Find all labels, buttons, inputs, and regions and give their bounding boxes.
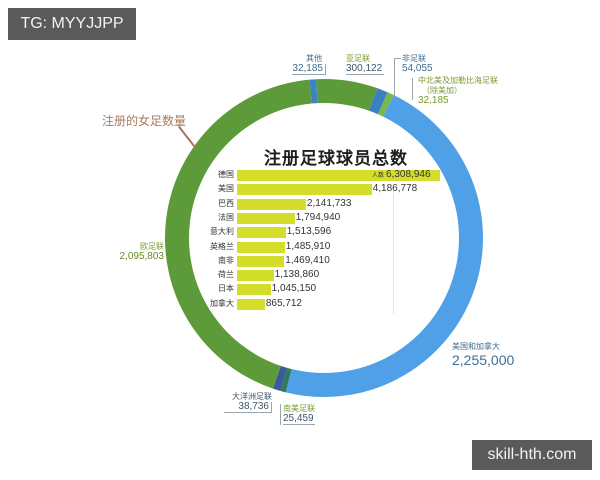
label-asia-value: 300,122 (346, 63, 385, 75)
bar-country-label: 德国 (218, 170, 234, 179)
ring-segment-south-america (280, 367, 292, 393)
bar-country-label: 荷兰 (218, 270, 234, 280)
ring-segment-africa (369, 88, 388, 115)
bar-country-label: 巴西 (218, 198, 234, 208)
label-concacaf: 中北美及加勒比海足联 （除美加） 32,185 (418, 76, 498, 106)
label-concacaf-value: 32,185 (418, 95, 449, 106)
label-europe: 欧足联 2,095,803 (104, 242, 165, 262)
bar-value-text: 1,138,860 (274, 269, 320, 281)
label-asia: 亚足联 300,122 (346, 54, 385, 75)
label-concacaf-name-2: （除美加） (422, 86, 462, 95)
bar (237, 170, 440, 181)
label-concacaf-name-1: 中北美及加勒比海足联 (418, 76, 498, 85)
label-other-name: 其他 (306, 54, 322, 63)
bar-value: 1,794,940 (296, 212, 341, 224)
bar (237, 198, 306, 210)
label-usa-canada-name: 美国和加拿大 (452, 342, 500, 351)
label-oceania-value: 38,736 (224, 402, 272, 413)
bar (237, 284, 271, 296)
bar (237, 227, 286, 239)
bar-value: 865,712 (266, 298, 302, 310)
label-africa: 非足联 54,055 (402, 54, 433, 74)
label-europe-name: 欧足联 (140, 242, 164, 251)
bar-country-label: 美国 (218, 184, 234, 194)
label-asia-name: 亚足联 (346, 54, 370, 63)
bar-value-text: 1,469,410 (285, 254, 330, 266)
bar-value-text: 1,794,940 (295, 211, 341, 223)
bar-value: 人数 6,308,946 (372, 169, 431, 182)
bar-country-label: 加拿大 (210, 298, 234, 308)
watermark-top-left: TG: MYYJJPP (8, 8, 136, 40)
leader-africa (394, 58, 401, 97)
bar-value: 2,141,733 (307, 198, 352, 210)
label-oceania: 大洋洲足联 38,736 (224, 392, 272, 413)
bar-country-label: 意大利 (210, 227, 234, 237)
bar-country-label: 法国 (218, 212, 234, 222)
bar (237, 241, 285, 253)
bar-value: 4,186,778 (373, 183, 418, 195)
label-oceania-name: 大洋洲足联 (232, 392, 272, 401)
label-africa-name: 非足联 (402, 54, 426, 63)
bar-value: 1,485,910 (286, 241, 331, 253)
ring-segment-oceania (273, 365, 288, 391)
bar-unit-label: 人数 (372, 173, 385, 179)
bar (237, 184, 372, 196)
watermark-bottom-right: skill-hth.com (472, 440, 592, 470)
bar-value-text: 1,513,596 (286, 226, 332, 238)
label-usa-canada-value: 2,255,000 (452, 352, 515, 368)
leader-concacaf (412, 78, 417, 100)
ring-segment-europe (165, 79, 312, 389)
bar-value: 1,045,150 (272, 283, 317, 295)
bar-value-text: 2,141,733 (306, 197, 352, 209)
bar (237, 255, 285, 267)
women-count-annotation: 注册的女足数量 (102, 114, 187, 128)
ring-segment-concacaf (377, 92, 394, 117)
ring-segment-usa-canada (285, 95, 483, 397)
bar-country-label: 日本 (218, 284, 234, 294)
ring-segment-asia (316, 79, 378, 111)
bar-value-text: 865,712 (265, 297, 302, 309)
bar-value: 1,513,596 (287, 226, 332, 238)
bar-chart-axis-line (393, 186, 394, 314)
label-other-value: 32,185 (292, 64, 326, 75)
bar-value-text: 1,485,910 (285, 240, 331, 252)
bar-country-label: 英格兰 (210, 241, 234, 251)
label-south-america: 南美足联 25,459 (280, 404, 315, 425)
bar (237, 212, 295, 224)
bar-country-label: 南非 (218, 255, 234, 265)
label-south-america-value: 25,459 (283, 413, 315, 425)
label-africa-value: 54,055 (402, 63, 433, 74)
bar-value: 1,469,410 (285, 255, 330, 267)
bar-value-text: 6,308,946 (386, 169, 431, 180)
label-usa-canada: 美国和加拿大 2,255,000 (452, 342, 514, 368)
label-europe-value: 2,095,803 (119, 251, 165, 262)
bar-chart-title: 注册足球球员总数 (264, 149, 408, 169)
bar-value: 1,138,860 (275, 269, 320, 281)
bar-value-text: 4,186,778 (372, 183, 418, 195)
label-other: 其他 32,185 (292, 54, 326, 75)
bar (237, 298, 265, 310)
label-south-america-name: 南美足联 (283, 404, 315, 413)
bar-value-text: 1,045,150 (271, 283, 317, 295)
bar (237, 270, 274, 282)
